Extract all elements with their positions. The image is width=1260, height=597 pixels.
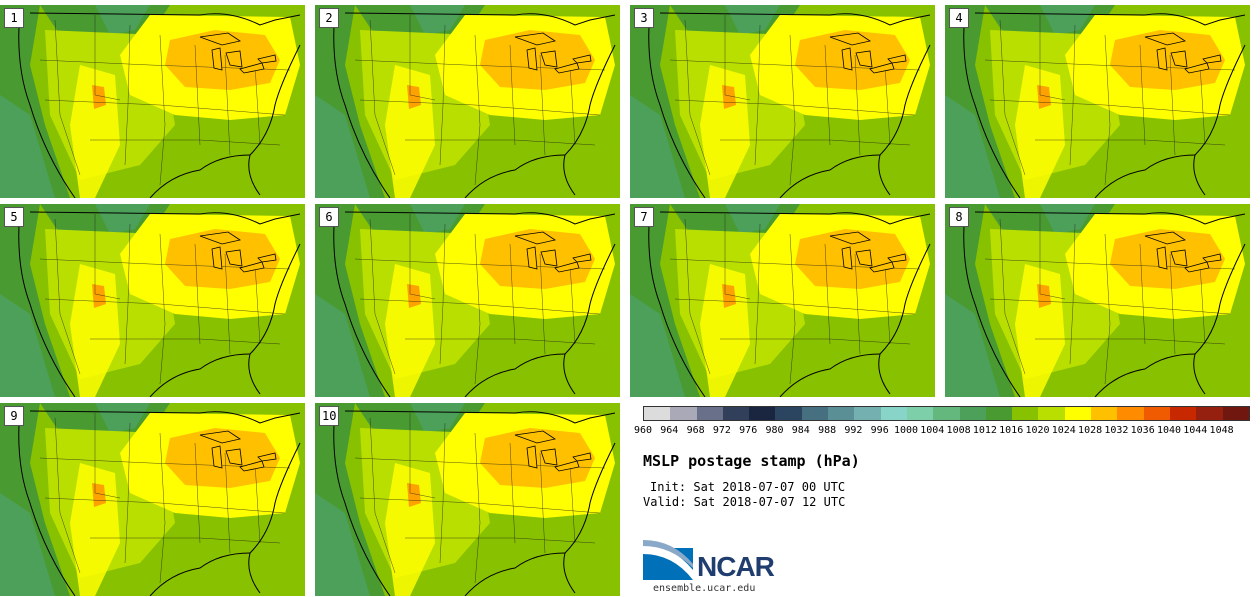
member-label: 7	[634, 207, 654, 227]
colorbar-cell	[644, 407, 671, 420]
colorbar-cell	[1038, 407, 1065, 420]
member-label: 4	[949, 8, 969, 28]
colorbar-cell	[1064, 407, 1092, 420]
map-image	[0, 5, 305, 198]
colorbar-cell	[959, 407, 986, 420]
map-panel-5: 5	[0, 204, 305, 397]
colorbar-tick-label: 1020	[1025, 425, 1050, 436]
map-image	[945, 5, 1250, 198]
map-image	[945, 204, 1250, 397]
colorbar-tick-label: 1016	[999, 425, 1024, 436]
map-image	[0, 204, 305, 397]
colorbar-tick-label: 960	[633, 425, 653, 436]
map-image	[315, 204, 620, 397]
map-panel-8: 8	[945, 204, 1250, 397]
logo-text: NCAR	[697, 551, 775, 582]
map-image	[315, 403, 620, 596]
colorbar-cell	[880, 407, 907, 420]
colorbar-cell	[670, 407, 697, 420]
colorbar-tick-label: 1040	[1156, 425, 1182, 436]
colorbar-tick-label: 988	[818, 425, 837, 436]
map-panel-4: 4	[945, 5, 1250, 198]
colorbar-cell	[1222, 407, 1249, 420]
valid-time: Valid: Sat 2018-07-07 12 UTC	[643, 495, 846, 509]
chart-title: MSLP postage stamp (hPa)	[643, 452, 860, 470]
member-label: 9	[4, 406, 24, 426]
member-label: 1	[4, 8, 24, 28]
colorbar-cell	[722, 407, 750, 420]
colorbar-cell	[1169, 407, 1197, 420]
init-time: Init: Sat 2018-07-07 00 UTC	[650, 480, 846, 494]
site-url: ensemble.ucar.edu	[653, 583, 756, 594]
colorbar-tick-label: 972	[712, 425, 731, 436]
colorbar-tick-label: 1008	[946, 425, 971, 436]
map-image	[630, 204, 935, 397]
colorbar-cell	[985, 407, 1013, 420]
colorbar-tick-label: 1024	[1051, 425, 1076, 436]
colorbar-cell	[801, 407, 829, 420]
colorbar-cell	[906, 407, 934, 420]
colorbar-tick-label: 1048	[1209, 425, 1234, 436]
colorbar-cell	[828, 407, 855, 420]
colorbar-cell	[1117, 407, 1144, 420]
colorbar-tick-label: 1000	[893, 425, 919, 436]
member-label: 8	[949, 207, 969, 227]
colorbar-tick-label: 1044	[1183, 425, 1208, 436]
map-image	[0, 403, 305, 596]
colorbar-ticks: 960 964 968 972 976 980 984 988 992 996 1000 1004 10…	[633, 425, 1253, 439]
colorbar-tick-label: 976	[739, 425, 758, 436]
colorbar-cell	[775, 407, 802, 420]
colorbar-cell	[696, 407, 723, 420]
colorbar-tick-label: 968	[686, 425, 705, 436]
colorbar-tick-label: 1004	[920, 425, 945, 436]
colorbar-tick-label: 980	[765, 425, 784, 436]
colorbar-cell	[1091, 407, 1118, 420]
colorbar-cell	[854, 407, 881, 420]
colorbar-cell	[1196, 407, 1223, 420]
colorbar-cell	[933, 407, 960, 420]
map-panel-1: 1	[0, 5, 305, 198]
map-panel-10: 10	[315, 403, 620, 596]
colorbar-tick-label: 964	[660, 425, 679, 436]
colorbar-tick-label: 1036	[1130, 425, 1155, 436]
colorbar-tick-label: 1028	[1078, 425, 1103, 436]
colorbar-tick-label: 996	[870, 425, 889, 436]
ncar-logo-icon	[643, 540, 693, 580]
colorbar-tick-label: 992	[844, 425, 863, 436]
colorbar-tick-label: 984	[791, 425, 810, 436]
colorbar-tick-label: 1032	[1104, 425, 1129, 436]
member-label: 6	[319, 207, 339, 227]
member-label: 10	[319, 406, 340, 426]
colorbar-cell	[1143, 407, 1170, 420]
map-panel-3: 3	[630, 5, 935, 198]
map-image	[630, 5, 935, 198]
map-image	[315, 5, 620, 198]
member-label: 3	[634, 8, 654, 28]
map-panel-9: 9	[0, 403, 305, 596]
member-label: 2	[319, 8, 339, 28]
map-panel-6: 6	[315, 204, 620, 397]
member-label: 5	[4, 207, 24, 227]
colorbar-tick-label: 1012	[972, 425, 997, 436]
map-panel-7: 7	[630, 204, 935, 397]
map-panel-2: 2	[315, 5, 620, 198]
colorbar-cell	[1012, 407, 1039, 420]
colorbar	[643, 406, 1250, 421]
colorbar-cell	[749, 407, 776, 420]
